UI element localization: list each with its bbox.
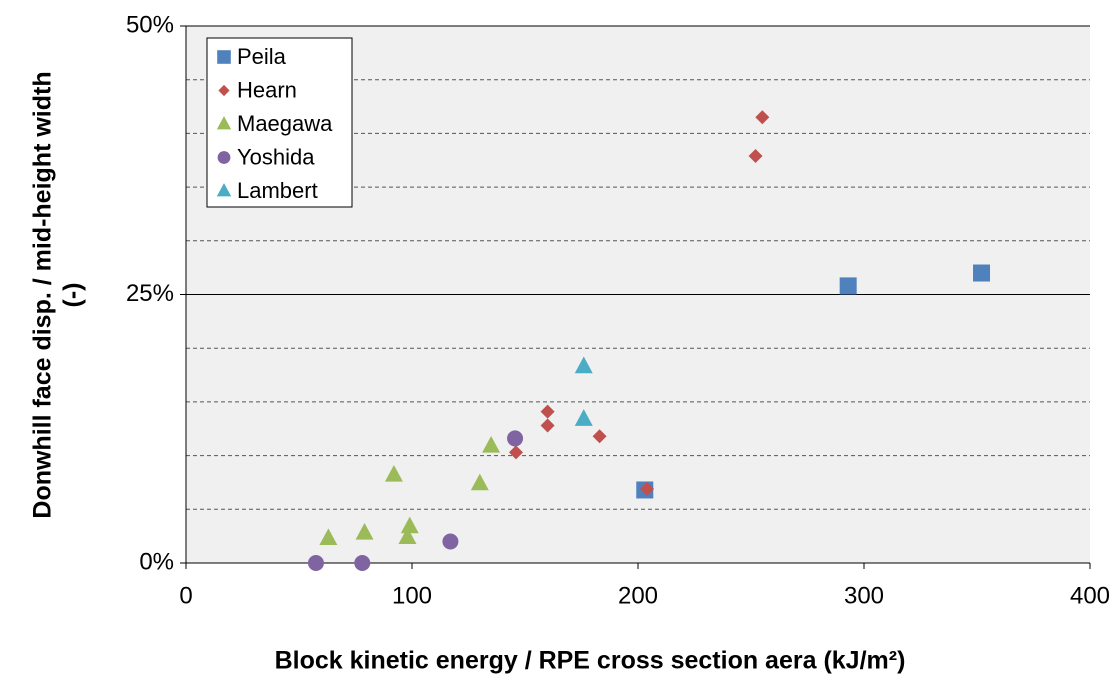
legend-marker [216,116,232,130]
marker [640,481,655,496]
y-tick-label: 25% [126,280,174,307]
x-tick-label: 400 [1070,582,1110,609]
marker [540,404,555,419]
legend-label: Yoshida [237,144,315,169]
marker [592,429,607,444]
legend-label: Hearn [237,77,297,102]
marker [755,110,770,125]
marker [470,473,489,491]
legend-marker [217,50,231,64]
marker [354,555,371,571]
marker [442,533,459,550]
legend-label: Peila [237,44,287,69]
marker [508,445,523,460]
marker [307,555,324,571]
legend-box [206,37,353,208]
marker [839,277,857,295]
x-tick-label: 200 [618,582,658,609]
marker [482,436,501,453]
legend-label: Maegawa [237,111,333,136]
legend-marker [217,151,231,164]
legend-marker [218,84,230,97]
x-tick-label: 100 [392,582,432,609]
marker [540,418,555,433]
legend-label: Lambert [237,178,318,203]
y-axis-label: (-) [59,283,87,308]
y-axis-label-group: Donwhill face disp. / mid-height width (… [29,71,87,518]
marker [574,409,593,426]
marker [574,356,593,374]
marker [398,527,417,544]
legend-marker [216,183,232,197]
x-axis-label: Block kinetic energy / RPE cross section… [275,647,906,675]
marker [507,430,524,447]
x-tick-label: 300 [844,582,884,609]
marker [384,465,403,482]
marker [355,523,374,540]
y-axis-label: Donwhill face disp. / mid-height width [29,71,57,518]
x-tick-label: 0 [179,582,192,609]
marker [400,516,419,534]
y-tick-label: 0% [139,548,174,575]
marker [973,264,991,282]
y-tick-label: 50% [126,11,174,38]
marker [319,528,338,546]
marker [748,148,763,163]
